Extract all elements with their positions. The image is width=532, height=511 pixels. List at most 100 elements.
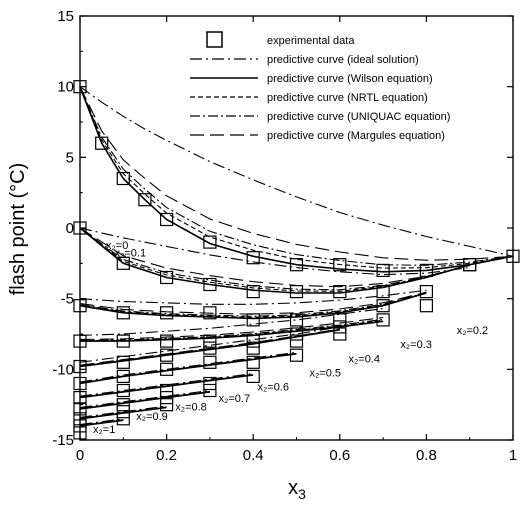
experimental-point — [289, 327, 304, 341]
experimental-point — [246, 355, 260, 369]
experimental-point — [160, 362, 174, 376]
curve-ideal-x2-0.9 — [79, 418, 124, 426]
series-label-x2-0.6: x₂=0.6 — [258, 382, 290, 394]
curve-uniquac-x2-0.1 — [79, 227, 470, 291]
experimental-point — [203, 306, 217, 320]
experimental-point — [160, 348, 174, 362]
experimental-point — [116, 334, 130, 348]
experimental-point — [333, 258, 347, 272]
annotation-layer: x₂=0x₂=0.1 x₂=0.2 x₂=0.3 x₂=0.4 x₂=0.5 x₂=0.6… — [93, 240, 488, 436]
x-tick-label: 0.8 — [416, 447, 437, 464]
experimental-point — [246, 251, 260, 265]
series-label-x2-0.7: x₂=0.7 — [219, 393, 251, 405]
experimental-point — [116, 369, 130, 383]
curve-margules-x2-0.3 — [79, 316, 384, 340]
experimental-point — [160, 270, 174, 285]
series-label-x2-0.3: x₂=0.3 — [400, 339, 432, 351]
y-tick-label: -5 — [61, 291, 74, 308]
experimental-point — [160, 398, 174, 412]
experimental-point — [463, 258, 477, 272]
curve-ideal-x2-0 — [79, 86, 514, 257]
experimental-point — [160, 306, 174, 320]
curve-wilson-x2-0.3 — [80, 320, 384, 342]
curve-margules-x2-0 — [79, 86, 514, 261]
experimental-point — [376, 285, 390, 299]
experimental-point — [203, 355, 217, 369]
experimental-point — [246, 334, 260, 348]
experimental-point — [160, 391, 174, 405]
y-axis-title: flash point (°C) — [7, 163, 29, 296]
experimental-point — [116, 412, 130, 426]
curve-margules-x2-0.2 — [79, 291, 427, 315]
legend-label-wilson: predictive curve (Wilson equation) — [267, 73, 433, 85]
curve-margules-x2-0.6 — [79, 374, 254, 398]
curve-uniquac-x2-0.2 — [79, 292, 427, 317]
experimental-point — [116, 405, 130, 419]
experimental-point — [376, 313, 390, 327]
curve-ideal-x2-0.2 — [79, 289, 427, 305]
curve-ideal-x2-0.1 — [79, 227, 470, 276]
curve-margules-x2-0.1 — [79, 227, 470, 288]
curve-wilson-x2-0 — [79, 86, 514, 273]
curve-margules-x2-0.4 — [79, 328, 340, 366]
experimental-point — [160, 383, 174, 398]
legend-label-uniquac: predictive curve (UNIQUAC equation) — [267, 111, 450, 123]
x-tick-label: 0 — [76, 447, 84, 464]
series-label-x2-0.2: x₂=0.2 — [457, 325, 489, 337]
experimental-point — [376, 263, 390, 277]
y-tick-label: -15 — [52, 432, 74, 449]
curve-ideal-x2-0.3 — [79, 308, 384, 336]
experimental-point — [203, 341, 217, 355]
curve-nrtl-x2-0 — [79, 86, 514, 269]
curve-margules-x2-0.5 — [79, 352, 297, 384]
y-tick-label: 5 — [66, 149, 74, 166]
curve-margules-x2-0.7 — [79, 390, 210, 410]
experimental-point — [289, 348, 304, 362]
x-tick-label: 0.6 — [329, 447, 350, 464]
experimental-point — [203, 376, 217, 391]
legend-label-ideal: predictive curve (ideal solution) — [267, 54, 419, 66]
legend-label-margules: predictive curve (Margules equation) — [267, 130, 445, 142]
curve-uniquac-x2-0 — [79, 86, 514, 266]
legend-label-square: experimental data — [267, 35, 355, 47]
experimental-point — [289, 285, 304, 299]
marker-layer — [73, 80, 520, 440]
experimental-point — [95, 136, 109, 150]
experimental-point — [246, 341, 260, 355]
experimental-point — [246, 313, 260, 327]
experimental-point — [289, 334, 304, 348]
tick-layer: 0 0.2 0.4 0.6 0.8 1 -15 -10 -5 0 5 10 15 — [52, 8, 517, 464]
experimental-point — [116, 355, 130, 369]
series-label-x2-0.1: x₂=0.1 — [115, 247, 147, 259]
legend-square-marker — [206, 31, 223, 48]
series-label-x2-0.4: x₂=0.4 — [349, 353, 381, 365]
series-label-x2-0.5: x₂=0.5 — [310, 367, 342, 379]
curve-ideal-x2-0.4 — [79, 326, 340, 363]
y-tick-label: 15 — [57, 8, 74, 25]
x-tick-label: 0.2 — [156, 447, 177, 464]
curve-nrtl-x2-0.2 — [79, 292, 427, 318]
x-tick-label: 0.4 — [243, 447, 264, 464]
experimental-point — [333, 327, 347, 341]
series-label-x2-0: x₂=0 — [106, 240, 128, 252]
experimental-point — [376, 299, 390, 313]
x-axis-title: x3 — [288, 477, 306, 502]
curve-wilson-x2-0.1 — [79, 227, 470, 294]
experimental-point — [419, 285, 433, 299]
curve-uniquac-x2-0.3 — [79, 318, 384, 341]
experimental-point — [203, 235, 217, 249]
experimental-point — [203, 383, 217, 398]
y-tick-label: 10 — [57, 79, 74, 96]
experimental-point — [160, 212, 174, 227]
experimental-point — [289, 258, 304, 272]
experimental-point — [419, 263, 433, 277]
x-tick-label: 1 — [509, 447, 517, 464]
experimental-point — [289, 313, 304, 327]
experimental-point — [419, 299, 433, 313]
y-tick-label: -10 — [52, 361, 74, 378]
curve-uniquac-x2-0.4 — [79, 328, 340, 367]
experimental-point — [116, 398, 130, 412]
legend: experimental data predictive curve (ideal… — [190, 31, 450, 142]
experimental-point — [246, 285, 260, 299]
